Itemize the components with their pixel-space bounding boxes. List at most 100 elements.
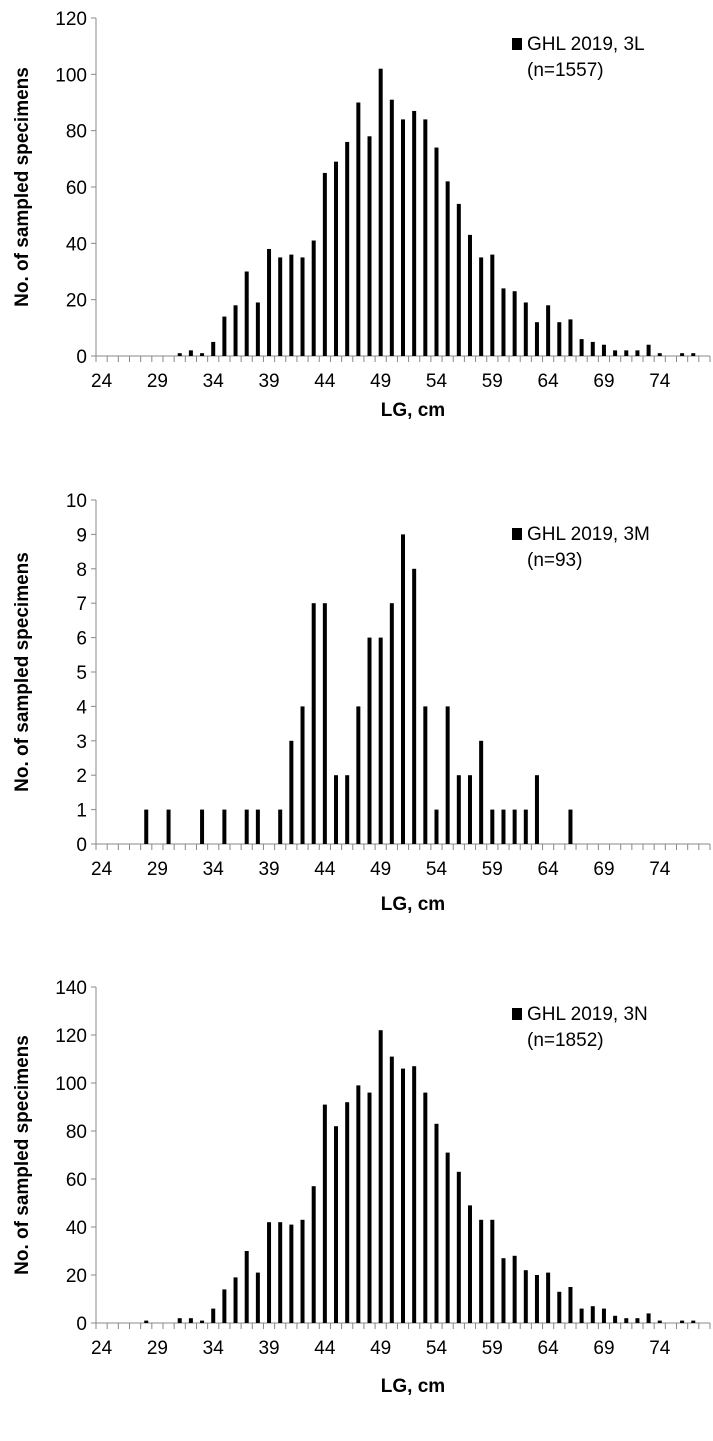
histogram-bar [613,1315,618,1323]
legend-series-name: GHL 2019, 3L [527,34,645,55]
histogram-bar [177,1318,182,1323]
histogram-bar [445,181,450,356]
x-axis-title: LG, cm [381,894,445,915]
legend-swatch [512,38,522,50]
histogram-bar [255,302,260,356]
y-tick-label: 8 [76,560,87,581]
histogram-bar [378,68,383,356]
histogram-bar [456,1171,461,1323]
x-axis-title: LG, cm [381,400,445,421]
histogram-bar [322,603,327,844]
histogram-bar [590,1306,595,1323]
x-tick-label: 39 [258,859,279,880]
y-tick-label: 100 [55,1074,87,1095]
histogram-bar [144,1320,149,1323]
x-tick-label: 69 [593,859,614,880]
histogram-bar [300,257,305,356]
histogram-bar [479,1219,484,1323]
histogram-bar [334,1126,339,1323]
histogram-bar [211,341,216,356]
legend: GHL 2019, 3N (n=1852) [512,1004,648,1051]
histogram-bar [445,1152,450,1323]
y-axis-title: No. of sampled specimens [12,552,33,792]
x-tick-label: 34 [203,1338,225,1359]
legend-sample-size: (n=93) [527,550,582,571]
x-tick-label: 59 [482,371,503,392]
histogram-bar [188,1318,193,1323]
histogram-bar [635,1318,640,1323]
y-tick-label: 140 [55,978,87,999]
histogram-bar [501,809,506,844]
legend: GHL 2019, 3M (n=93) [512,524,650,571]
x-tick-label: 39 [258,371,279,392]
histogram-bar [490,809,495,844]
histogram-bar [222,1289,227,1323]
y-tick-label: 0 [76,835,87,856]
histogram-bar [267,1222,272,1323]
x-tick-label: 54 [426,371,448,392]
histogram-bar [322,1104,327,1323]
histogram-bar [423,706,428,844]
histogram-bar [278,809,283,844]
x-tick-label: 74 [649,859,671,880]
y-tick-label: 80 [66,122,87,143]
y-tick-label: 40 [66,234,87,255]
histogram-bar [401,534,405,844]
histogram-bar [255,809,260,844]
chart-panel-3: 0 20 40 60 80 100 120 140 24 29 34 39 44 49 54 59 64 69 74… [12,978,711,1397]
y-tick-label: 120 [55,9,87,30]
y-tick-label: 6 [76,629,87,650]
histogram-bar [289,254,294,356]
y-tick-label: 20 [66,1266,87,1287]
x-tick-label: 54 [426,859,448,880]
histogram-bar [334,161,339,356]
histogram-bar [557,322,562,356]
histogram-bar [233,1277,238,1323]
y-tick-label: 9 [76,525,87,546]
histogram-bar [657,353,662,356]
histogram-bar [568,319,573,356]
y-tick-label: 60 [66,178,87,199]
histogram-bar [456,203,461,356]
histogram-bar [445,706,450,844]
histogram-bar [311,240,316,356]
x-tick-label: 54 [426,1338,448,1359]
histogram-bar [144,809,149,844]
x-tick-label: 29 [147,1338,168,1359]
histogram-bar [211,1308,216,1323]
histogram-bar [523,302,528,356]
x-tick-label: 24 [91,859,113,880]
y-tick-label: 0 [76,1314,87,1335]
histogram-bar [434,809,439,844]
histogram-bar [601,1308,606,1323]
histogram-bar [222,316,227,356]
histogram-bar [412,568,417,844]
x-tick-label: 29 [147,371,168,392]
y-tick-label: 60 [66,1170,87,1191]
x-tick-label: 69 [593,371,614,392]
legend-swatch [512,1008,522,1020]
y-tick-label: 80 [66,1122,87,1143]
histogram-bar [601,344,606,356]
histogram-bar [177,353,182,356]
x-tick-label: 49 [370,859,391,880]
x-tick-label: 59 [482,1338,503,1359]
y-tick-label: 20 [66,291,87,312]
x-tick-label: 49 [370,1338,391,1359]
x-tick-label: 39 [258,1338,279,1359]
y-tick-label: 0 [76,347,87,368]
histogram-bar [378,1030,383,1323]
histogram-bar [456,775,461,844]
histogram-bar [534,1275,539,1323]
histogram-bar [222,809,227,844]
y-tick-label: 10 [66,491,87,512]
histogram-bar [657,1320,662,1323]
histogram-bar [356,102,361,356]
legend-series-name: GHL 2019, 3M [527,524,650,545]
histogram-bar [244,1251,249,1323]
legend-swatch [512,528,522,540]
x-tick-label: 34 [203,859,225,880]
y-tick-label: 100 [55,65,87,86]
y-tick-label: 5 [76,663,87,684]
